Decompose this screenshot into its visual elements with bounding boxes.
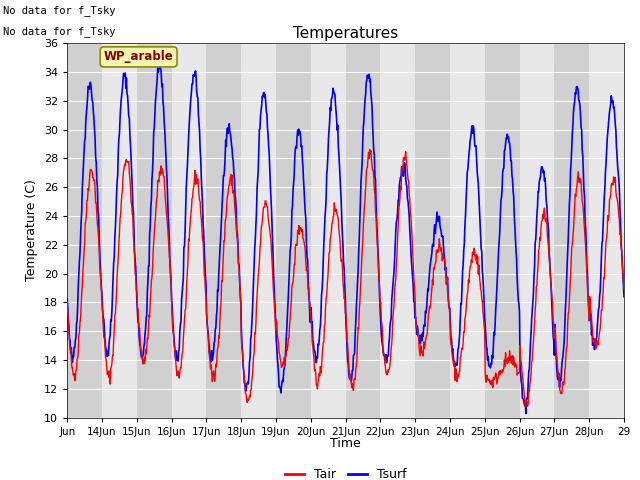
Bar [241,43,276,418]
Bar [172,43,206,418]
Bar [137,43,172,418]
Text: No data for f_Tsky: No data for f_Tsky [3,26,116,37]
Bar [589,43,624,418]
Legend: Tair, Tsurf: Tair, Tsurf [280,463,412,480]
Text: No data for f_Tsky: No data for f_Tsky [3,5,116,16]
Title: Temperatures: Temperatures [293,25,398,41]
Bar [554,43,589,418]
Text: WP_arable: WP_arable [104,50,173,63]
Bar [346,43,380,418]
Y-axis label: Temperature (C): Temperature (C) [26,180,38,281]
Bar [276,43,311,418]
Bar [484,43,520,418]
Bar [206,43,241,418]
Bar [102,43,137,418]
Bar [67,43,102,418]
Bar [415,43,450,418]
Bar [380,43,415,418]
Bar [311,43,346,418]
Bar [520,43,554,418]
X-axis label: Time: Time [330,437,361,450]
Bar [450,43,485,418]
